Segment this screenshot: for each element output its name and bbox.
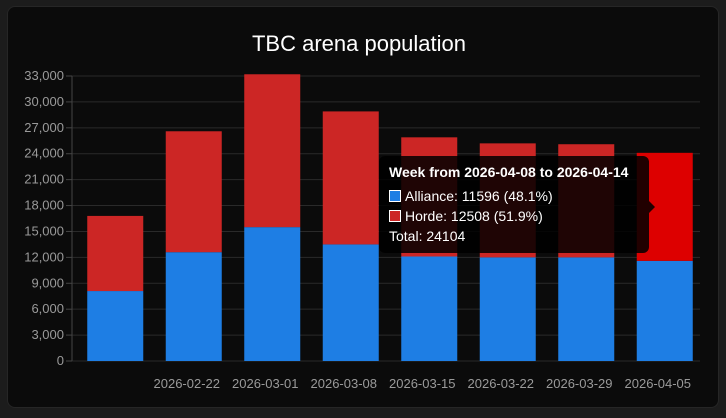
tooltip-caret-icon <box>649 201 655 213</box>
x-tick-label: 2026-03-15 <box>389 376 456 391</box>
bar-horde-2026-03-08[interactable] <box>322 111 379 245</box>
horde-swatch-icon <box>389 210 401 222</box>
tooltip-alliance: Alliance: 11596 (48.1%) <box>405 188 553 204</box>
tooltip-total: Total: 24104 <box>389 228 466 244</box>
y-tick-label: 12,000 <box>24 249 64 264</box>
bar-horde-2026-02-22[interactable] <box>165 131 222 253</box>
y-tick-label: 0 <box>57 353 64 368</box>
x-tick-label: 2026-03-08 <box>311 376 378 391</box>
tooltip-horde: Horde: 12508 (51.9%) <box>405 208 543 224</box>
bar-alliance-2026-04-05[interactable] <box>636 260 693 361</box>
bar-alliance-2026-03-15[interactable] <box>401 256 458 362</box>
tooltip-row-alliance: Alliance: 11596 (48.1%) <box>389 186 639 206</box>
bar-alliance-2026-03-29[interactable] <box>558 257 615 361</box>
x-axis: 2026-02-22 2026-03-01 2026-03-08 2026-03-15… <box>154 376 692 391</box>
bar-alliance-2026-03-22[interactable] <box>479 257 536 361</box>
y-tick-label: 33,000 <box>24 68 64 83</box>
tooltip-total-row: Total: 24104 <box>389 226 639 246</box>
y-tick-label: 9,000 <box>31 275 64 290</box>
y-tick-label: 3,000 <box>31 327 64 342</box>
y-tick-label: 27,000 <box>24 120 64 135</box>
y-tick-label: 30,000 <box>24 94 64 109</box>
x-tick-label: 2026-02-22 <box>154 376 221 391</box>
tooltip-row-horde: Horde: 12508 (51.9%) <box>389 206 639 226</box>
tooltip-title: Week from 2026-04-08 to 2026-04-14 <box>389 164 629 180</box>
y-tick-label: 6,000 <box>31 301 64 316</box>
x-tick-label: 2026-03-29 <box>546 376 613 391</box>
bar-alliance-2026-03-01[interactable] <box>244 227 301 361</box>
x-tick-label: 2026-03-01 <box>232 376 299 391</box>
bar-alliance-2026-02-22[interactable] <box>165 252 222 361</box>
y-tick-label: 24,000 <box>24 146 64 161</box>
tooltip: Week from 2026-04-08 to 2026-04-14 Allia… <box>379 156 649 253</box>
y-tick-label: 21,000 <box>24 172 64 187</box>
bar-horde-2026-02-15[interactable] <box>87 215 144 292</box>
x-tick-label: 2026-03-22 <box>468 376 535 391</box>
alliance-swatch-icon <box>389 190 401 202</box>
bar-alliance-2026-03-08[interactable] <box>322 244 379 361</box>
x-tick-label: 2026-04-05 <box>625 376 692 391</box>
chart-title: TBC arena population <box>252 31 466 56</box>
y-axis: 0 3,000 6,000 9,000 12,000 15,000 18,000 21,000… <box>24 68 64 368</box>
bar-alliance-2026-02-15[interactable] <box>87 291 144 361</box>
y-tick-label: 18,000 <box>24 198 64 213</box>
y-tick-label: 15,000 <box>24 223 64 238</box>
bar-horde-2026-03-01[interactable] <box>244 74 301 228</box>
